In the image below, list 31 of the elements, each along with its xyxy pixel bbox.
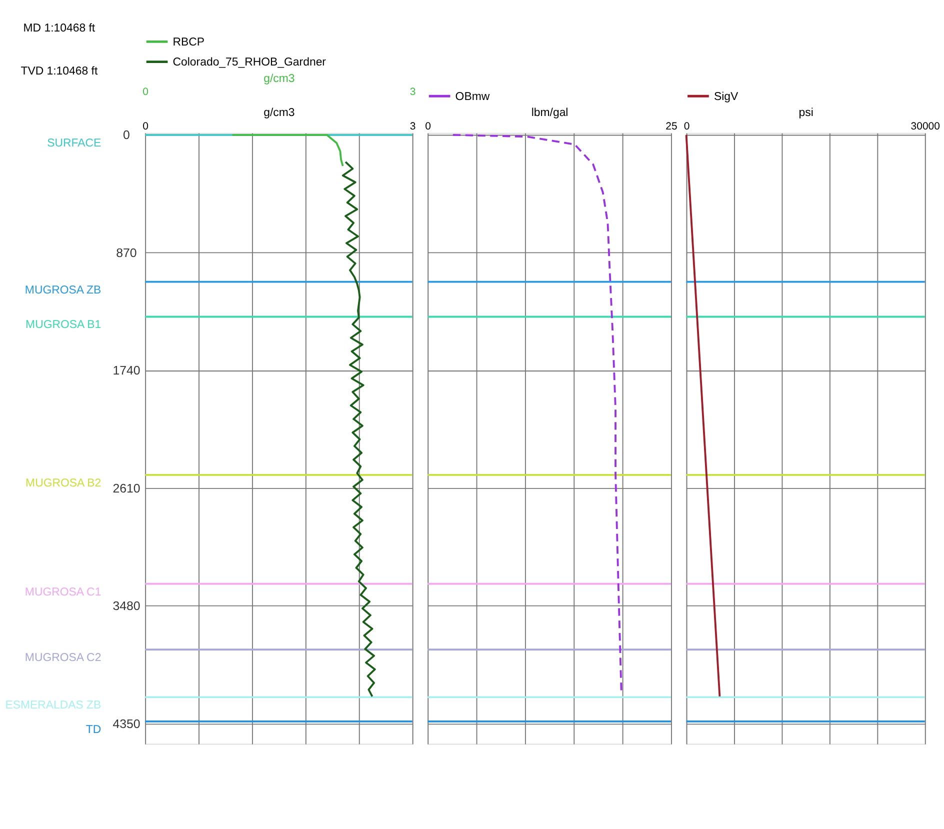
x-tick-label: 0 (142, 122, 149, 133)
x-tick-label: 25 (666, 122, 678, 133)
ref-line-label: TD (86, 724, 102, 736)
ref-line-label: MUGROSA C2 (24, 652, 102, 664)
y-tick-label: 3480 (112, 599, 140, 614)
x-tick-label: 0 (425, 122, 432, 133)
x-tick-label: 3 (410, 122, 416, 133)
ref-line-label: MUGROSA C1 (24, 586, 102, 598)
y-tick-label: 2610 (112, 481, 140, 496)
x-tick-label: 30000 (910, 122, 940, 133)
text: MD 1:10468 ft (23, 22, 96, 35)
text: TVD 1:10468 ft (20, 66, 98, 78)
legend-label: OBmw (455, 90, 490, 103)
legend-label: Colorado_75_RHOB_Gardner (172, 56, 326, 69)
x2-tick-label: 0 (142, 87, 149, 98)
y-tick-label: 870 (116, 246, 137, 260)
x-axis-title: g/cm3 (264, 107, 295, 120)
legend-label: RBCP (172, 36, 205, 49)
legend-label: SigV (714, 90, 738, 103)
y-tick-label: 4350 (112, 716, 140, 731)
ref-line-label: MUGROSA ZB (24, 284, 102, 296)
x-axis-title: psi (798, 107, 814, 120)
ref-line-label: MUGROSA B1 (26, 319, 102, 332)
x2-axis-title: g/cm3 (264, 72, 295, 85)
ref-line-label: MUGROSA B2 (26, 477, 102, 490)
y-tick-label: 1740 (112, 364, 140, 378)
x2-tick-label: 3 (410, 87, 416, 98)
x-axis-title: lbm/gal (531, 107, 568, 120)
ref-line-label: ESMERALDAS ZB (5, 700, 102, 712)
x-tick-label: 0 (684, 122, 690, 133)
ref-line-label: SURFACE (47, 137, 102, 150)
